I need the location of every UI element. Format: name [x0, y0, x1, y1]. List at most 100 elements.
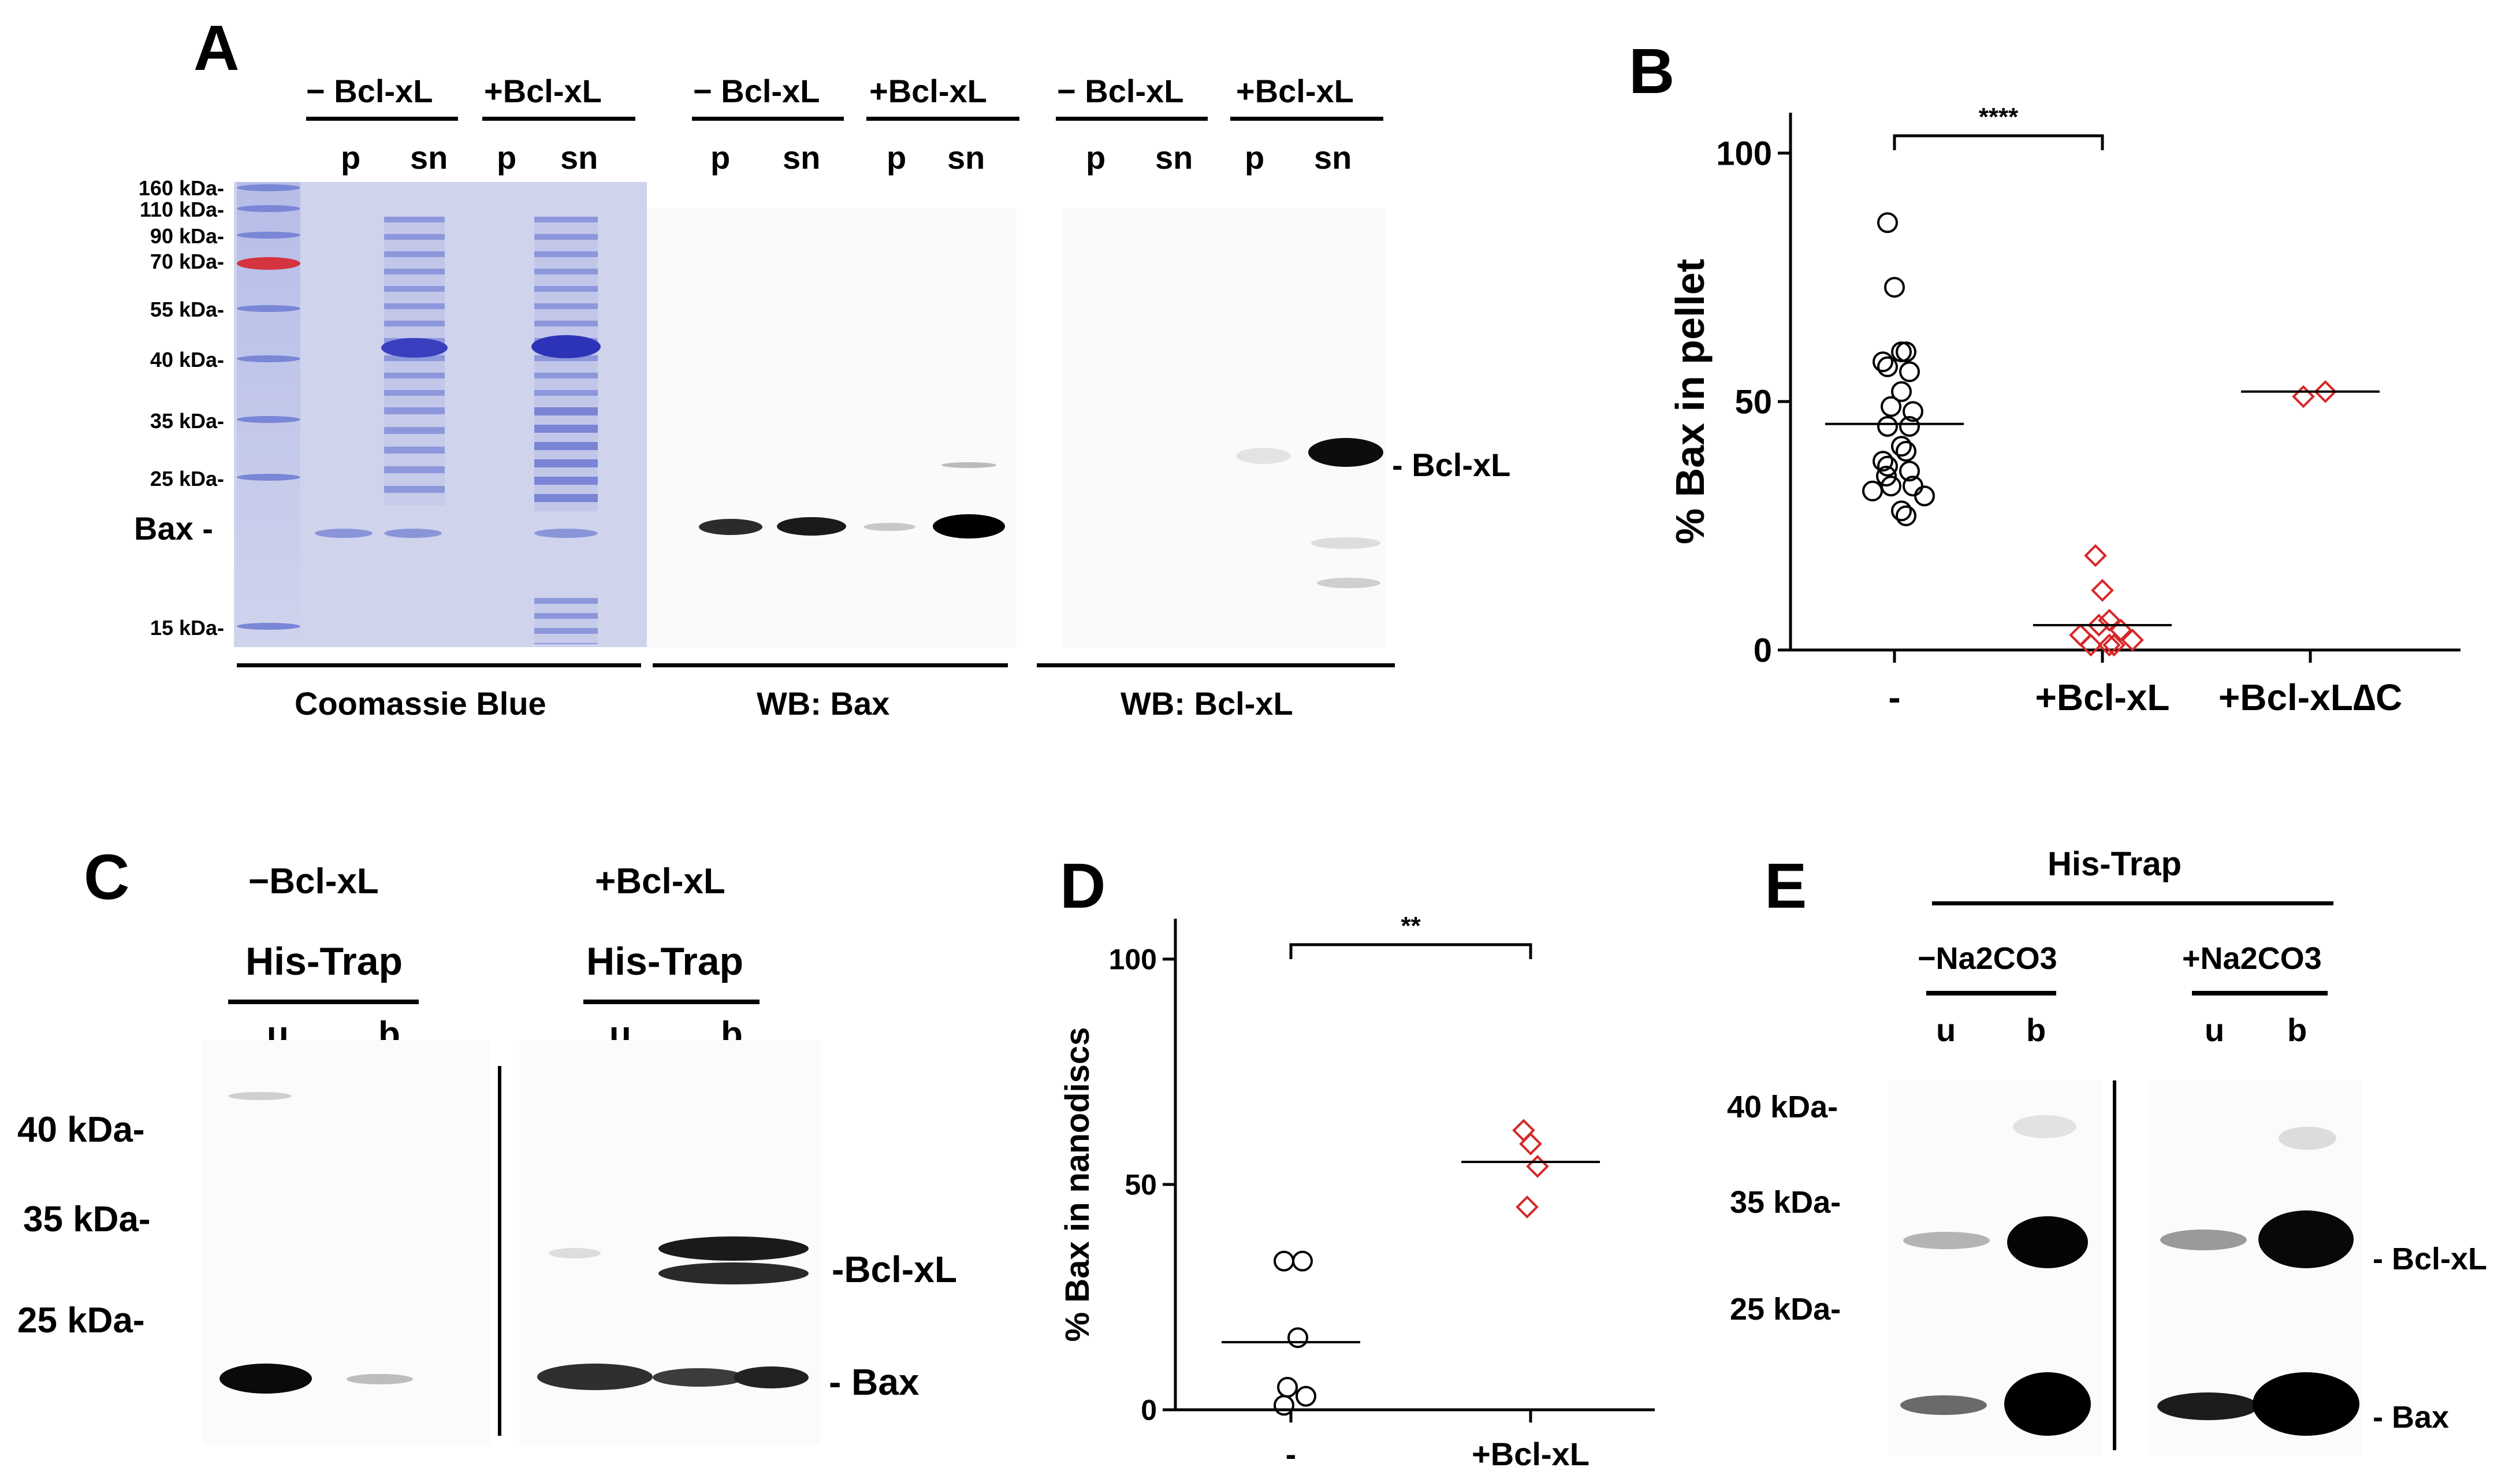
x-tick-label: -	[1286, 1436, 1297, 1472]
group-underline	[2192, 991, 2328, 996]
significance-bracket	[1289, 943, 1532, 959]
blot-e-left	[1889, 1080, 2102, 1456]
group-header: +Bcl-xL	[869, 73, 987, 109]
wb-bax-blot	[647, 208, 1017, 647]
data-point	[1876, 466, 1897, 486]
data-point	[1873, 451, 1893, 472]
data-point	[1877, 416, 1898, 437]
data-point	[1896, 505, 1916, 526]
data-point	[1884, 277, 1905, 298]
data-point	[1292, 1250, 1313, 1272]
mw-marker: 15 kDa-	[150, 616, 224, 640]
caption: Coomassie Blue	[295, 685, 546, 722]
method-label: His-Trap	[586, 939, 744, 983]
bax-label: Bax -	[134, 510, 213, 547]
group-underline	[482, 117, 635, 121]
data-point	[2292, 385, 2315, 408]
data-point	[1877, 212, 1898, 233]
lane-label: sn	[410, 139, 448, 176]
mw-marker: 25 kDa-	[150, 467, 224, 491]
caption-line	[237, 663, 641, 667]
chart-d: 0 50 100 % Bax in nanodiscs - +Bcl-xL **	[1059, 912, 1655, 1472]
data-point	[1891, 381, 1912, 402]
data-point	[1881, 396, 1901, 417]
x-tick-label: +Bcl-xL	[2035, 677, 2170, 718]
panel-letter-e: E	[1765, 850, 1807, 922]
x-tick-label: -	[1888, 677, 1900, 718]
group-underline	[306, 117, 458, 121]
lane-label: sn	[560, 139, 598, 176]
mw-marker: 40 kDa-	[150, 348, 224, 372]
data-point	[2091, 578, 2114, 602]
lane-divider	[2113, 1080, 2116, 1450]
group-header: −Bcl-xL	[248, 861, 379, 901]
data-point	[1526, 1154, 1549, 1178]
data-point	[1274, 1395, 1294, 1416]
data-point	[1877, 455, 1898, 477]
group-header: − Bcl-xL	[693, 73, 820, 109]
blot-c-left	[202, 1040, 491, 1444]
data-point	[1891, 436, 1912, 457]
significance-label: **	[1401, 912, 1421, 940]
blot-e-right	[2149, 1080, 2362, 1456]
data-point	[1277, 1377, 1298, 1398]
panel-letter-b: B	[1629, 36, 1675, 107]
mw-marker: 110 kDa-	[139, 198, 224, 221]
band-label: -Bcl-xL	[832, 1249, 957, 1290]
data-point	[1903, 401, 1923, 422]
group-underline	[692, 117, 844, 121]
data-point	[2098, 608, 2121, 632]
y-tick-label: 50	[1734, 383, 1772, 421]
lane-divider	[498, 1066, 501, 1436]
group-underline	[228, 1000, 419, 1004]
data-point	[1877, 356, 1898, 377]
data-point	[1881, 476, 1901, 497]
blot-c-right	[520, 1040, 820, 1444]
data-point	[1899, 416, 1920, 437]
data-point	[1914, 485, 1935, 507]
data-point	[1891, 341, 1912, 362]
data-point	[2121, 628, 2144, 652]
panel-letter-a: A	[193, 13, 240, 84]
group-underline	[1056, 117, 1208, 121]
lane-label: p	[497, 139, 517, 176]
lane-label: sn	[947, 139, 985, 176]
lane-label: b	[2287, 1012, 2307, 1048]
coomassie-gel	[234, 182, 647, 647]
data-point	[1516, 1195, 1539, 1219]
y-tick-label: 100	[1716, 135, 1772, 172]
lane-label: p	[710, 139, 731, 176]
chart-b: 0 50 100 % Bax in pellet - +Bcl-xL +Bcl-xL∆C **…	[1667, 103, 2461, 718]
band-label: - Bax	[829, 1361, 920, 1403]
caption-line	[1037, 663, 1395, 667]
group-header: − Bcl-xL	[306, 73, 433, 109]
mw-marker: 70 kDa-	[150, 250, 224, 273]
lane-label: u	[2205, 1012, 2225, 1048]
data-point	[2079, 633, 2102, 657]
data-point	[1896, 341, 1916, 362]
group-header: +Bcl-xL	[484, 73, 602, 109]
lane-label: p	[1086, 139, 1106, 176]
group-underline	[1230, 117, 1383, 121]
mw-marker: 35 kDa-	[150, 409, 224, 433]
data-point	[2102, 633, 2126, 657]
x-tick-label: +Bcl-xL∆C	[2219, 677, 2402, 718]
group-header: +Na2CO3	[2182, 941, 2322, 976]
mw-marker: 35 kDa-	[1730, 1185, 1841, 1220]
data-point	[1873, 351, 1893, 373]
y-tick-label: 0	[1141, 1394, 1157, 1427]
lane-label: sn	[1314, 139, 1352, 176]
data-point	[1891, 500, 1912, 522]
group-underline	[583, 1000, 760, 1004]
caption: WB: Bax	[757, 685, 890, 722]
data-point	[2098, 633, 2121, 657]
x-tick-label: +Bcl-xL	[1472, 1436, 1590, 1472]
lane-label: b	[2026, 1012, 2046, 1048]
lane-label: p	[1245, 139, 1265, 176]
band-label: - Bax	[2373, 1400, 2450, 1435]
significance-label: ****	[1979, 103, 2019, 131]
group-header: +Bcl-xL	[595, 861, 725, 901]
group-underline	[866, 117, 1019, 121]
data-point	[1899, 460, 1920, 482]
data-point	[2069, 623, 2092, 647]
